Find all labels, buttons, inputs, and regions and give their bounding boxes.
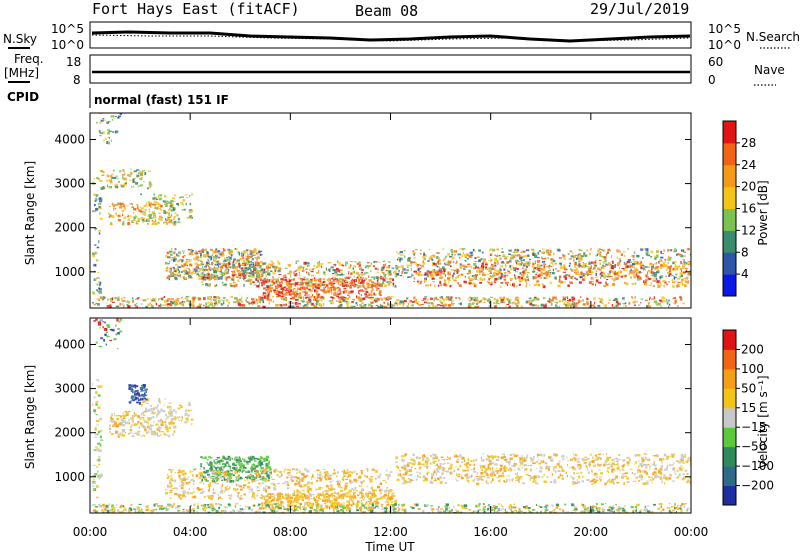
y-tick-label: 2000 [54,221,85,235]
y-tick-label: 3000 [54,177,85,191]
cpid-label: CPID [7,90,39,104]
echo-cell [693,303,696,306]
echo-cell [98,313,99,316]
nsearch-label: N.Search [746,30,800,44]
right-tick-low: 10^0 [708,38,741,52]
colorbar-tick-label: 4 [741,267,749,281]
date-title: 29/Jul/2019 [590,0,689,18]
colorbar-tick-label: 12 [741,223,756,237]
echo-cell [691,298,694,300]
power-colorbar-label: Power [dB] [756,180,770,245]
echo-cell [115,312,118,315]
echo-cell [694,260,697,262]
beam-title: Beam 08 [355,2,418,20]
colorbar-segment [723,121,736,144]
y-tick-label: 1000 [54,265,85,279]
nave-tick-low: 0 [708,73,716,87]
echo-cell [693,302,696,305]
station-title: Fort Hays East (fitACF) [92,0,300,18]
echo-cell [693,266,694,269]
echo-cell [694,266,697,269]
echo-cell [692,262,693,265]
echo-cell [692,274,693,276]
colorbar-segment [723,164,736,188]
echo-cell [117,313,118,316]
echo-cell [693,304,695,306]
power-panel: 1000 2000 3000 4000 Slant Range [km] [23,108,703,309]
echo-cell [693,270,695,272]
colorbar-tick-label: 28 [741,136,756,150]
colorbar-tick-label: 24 [741,158,756,172]
power-y-axis: 1000 2000 3000 4000 [54,132,691,279]
right-tick-high: 10^5 [708,22,741,36]
colorbar-segment [723,230,736,253]
colorbar-segment [723,208,736,231]
colorbar-tick-label: 8 [741,245,749,259]
colorbar-segment [723,186,736,209]
echo-cell [692,261,694,263]
nave-tick-high: 60 [708,55,723,69]
colorbar-segment [723,252,736,275]
freq-tick-low: 8 [73,73,81,87]
colorbar-tick-label: 20 [741,180,756,194]
echo-cell [693,304,696,307]
echo-cell [100,109,101,110]
freq-unit-label: [MHz] [4,66,39,80]
nsky-trace [91,30,691,43]
power-ylabel: Slant Range [km] [23,161,37,265]
left-tick-low: 10^0 [51,38,84,52]
echo-cell [700,299,702,302]
echo-cell [115,110,117,112]
left-tick-high: 10^5 [51,22,84,36]
echo-cell [107,315,111,316]
cpid-panel: CPID normal (fast) 151 IF [7,88,229,108]
echo-cell [698,273,700,276]
echo-cell [693,284,696,285]
echo-cell [692,283,695,285]
echo-cell [100,108,101,110]
echo-cell [700,301,703,303]
echo-cell [111,110,114,113]
echo-cell [693,263,695,264]
echo-cell [693,278,695,280]
echo-cell [692,265,694,267]
nave-label: Nave [754,63,785,77]
nsearch-trace [91,34,691,42]
echo-cell [97,310,99,312]
echo-cell [696,298,698,300]
echo-cell [694,284,695,287]
power-x-ticks [89,113,692,308]
freq-label: Freq. [14,52,44,66]
echo-cell [692,268,695,271]
echo-cell [700,257,701,258]
freq-tick-high: 18 [66,55,81,69]
echo-cell [694,299,695,301]
search-noise-panel: 10^5 10^0 10^5 10^0 N.Sky N.Search [3,21,800,52]
echo-cell [697,267,699,270]
echo-cell [694,298,696,299]
echo-cell [698,270,701,272]
echo-cell [696,261,699,264]
frequency-panel: 18 8 60 0 Freq. [MHz] Nave [4,52,785,87]
echo-cell [697,254,699,255]
echo-cell [691,257,694,258]
echo-cell [695,304,697,306]
power-colorbar: 4 8 12 16 20 24 28 [722,120,756,297]
echo-cell [694,268,697,269]
colorbar-segment [723,142,736,166]
colorbar-tick-label: 16 [741,202,756,216]
nsky-label: N.Sky [3,32,37,46]
echo-cell [691,266,694,268]
echo-cell [692,248,693,250]
echo-cell [96,108,97,111]
y-tick-label: 4000 [54,132,85,146]
cpid-text: normal (fast) 151 IF [94,93,229,107]
echo-cell [691,274,694,275]
colorbar-segment [723,274,736,297]
echo-cell [698,305,700,307]
echo-cell [696,252,698,254]
